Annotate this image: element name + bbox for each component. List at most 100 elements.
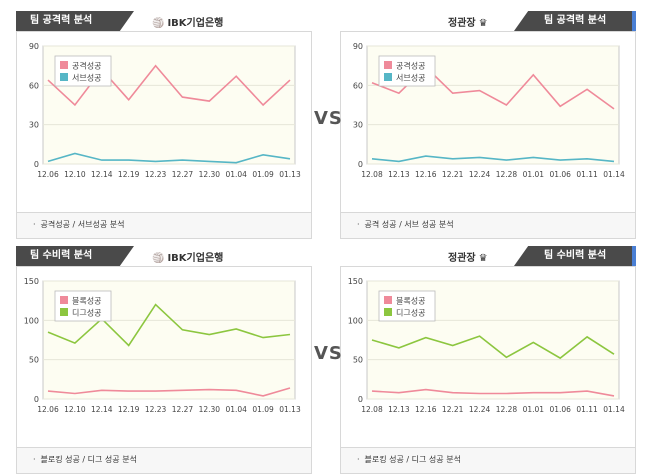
legend-swatch <box>384 61 392 69</box>
series-line <box>47 64 291 107</box>
x-tick-label: 12.14 <box>91 405 113 414</box>
chart-box: 0 30 60 90 12.08 12.13 12.16 12.21 12.24 12.28 01.… <box>340 31 636 213</box>
x-tick-label: 01.11 <box>576 170 598 179</box>
chart-box: 0 30 60 90 12.06 12.10 12.14 12.19 12.23 12.27 12.… <box>16 31 312 213</box>
tab-label: 팀 수비력 분석 <box>514 246 632 266</box>
note-text: 블로킹 성공 / 디그 성공 분석 <box>40 455 137 464</box>
team-name-text: IBK기업은행 <box>167 18 224 29</box>
chart-note: · 공격성공 / 서브성공 분석 <box>16 213 312 239</box>
y-tick-label: 0 <box>358 160 363 169</box>
x-tick-label: 12.21 <box>442 405 464 414</box>
team-logo-icon: 🏐 <box>152 253 165 264</box>
x-tick-label: 12.27 <box>172 405 194 414</box>
x-tick-label: 01.01 <box>523 170 545 179</box>
chart-note: · 블로킹 성공 / 디그 성공 분석 <box>340 448 636 474</box>
y-tick-label: 150 <box>24 277 39 286</box>
x-tick-label: 12.10 <box>64 170 86 179</box>
series-line <box>47 152 291 164</box>
series-line <box>47 303 291 347</box>
x-tick-label: 12.08 <box>361 170 383 179</box>
series-line <box>371 155 615 163</box>
x-tick-label: 01.14 <box>603 405 625 414</box>
x-tick-label: 12.10 <box>64 405 86 414</box>
x-tick-label: 12.23 <box>145 170 167 179</box>
x-tick-label: 01.04 <box>225 405 247 414</box>
x-tick-label: 01.14 <box>603 170 625 179</box>
legend-label: 공격성공 <box>396 61 425 71</box>
x-tick-label: 12.24 <box>469 405 491 414</box>
y-tick-label: 60 <box>353 81 363 90</box>
y-tick-label: 0 <box>34 160 39 169</box>
x-tick-label: 12.24 <box>469 170 491 179</box>
x-tick-label: 12.30 <box>199 170 221 179</box>
series-line <box>371 335 615 360</box>
jkj-defense-panel: 팀 수비력 분석 정관장 ♛ 0 50 100 150 12.08 12.13 12.16 12… <box>340 246 636 474</box>
x-tick-label: 12.16 <box>415 405 437 414</box>
x-tick-label: 12.30 <box>199 405 221 414</box>
x-tick-label: 12.14 <box>91 170 113 179</box>
x-tick-label: 12.13 <box>388 405 410 414</box>
y-tick-label: 100 <box>348 316 363 325</box>
legend-label: 서브성공 <box>72 74 101 83</box>
line-chart: 0 30 60 90 12.08 12.13 12.16 12.21 12.24 12.28 01.… <box>353 42 625 179</box>
x-tick-label: 01.11 <box>576 405 598 414</box>
team-logo-icon: 🏐 <box>152 18 165 29</box>
team-logo-icon: ♛ <box>478 18 488 29</box>
y-tick-label: 150 <box>348 277 363 286</box>
y-tick-label: 90 <box>353 42 363 51</box>
y-tick-label: 100 <box>24 316 39 325</box>
x-tick-label: 01.13 <box>279 405 301 414</box>
ibk-attack-panel: 팀 공격력 분석 🏐 IBK기업은행 0 30 60 90 12.06 12.10 12.14… <box>16 11 312 239</box>
series-line <box>47 387 291 397</box>
note-text: 공격성공 / 서브성공 분석 <box>40 220 125 229</box>
legend-label: 블록성공 <box>72 296 101 306</box>
x-tick-label: 12.23 <box>145 405 167 414</box>
x-tick-label: 01.06 <box>549 405 571 414</box>
series-line <box>371 388 615 397</box>
x-tick-label: 01.04 <box>225 170 247 179</box>
y-tick-label: 60 <box>29 81 39 90</box>
team-name: 🏐 IBK기업은행 <box>152 249 223 264</box>
legend-swatch <box>384 308 392 316</box>
legend-swatch <box>60 296 68 304</box>
team-name-text: 정관장 <box>448 18 476 29</box>
note-text: 공격 성공 / 서브 성공 분석 <box>364 220 454 229</box>
accent-bar <box>632 246 636 266</box>
team-name-text: 정관장 <box>448 253 476 264</box>
x-tick-label: 01.09 <box>252 170 274 179</box>
x-tick-label: 12.19 <box>118 170 140 179</box>
legend-swatch <box>60 61 68 69</box>
x-tick-label: 12.06 <box>37 405 59 414</box>
x-tick-label: 12.13 <box>388 170 410 179</box>
bullet-icon: · <box>357 455 360 464</box>
x-tick-label: 12.08 <box>361 405 383 414</box>
legend-label: 디그성공 <box>72 309 101 318</box>
legend-swatch <box>60 308 68 316</box>
chart-note: · 블로킹 성공 / 디그 성공 분석 <box>16 448 312 474</box>
vs-label-top: VS <box>314 108 343 129</box>
x-tick-label: 12.28 <box>496 405 518 414</box>
line-chart: 0 50 100 150 12.08 12.13 12.16 12.21 12.24 12.28 0… <box>348 277 625 414</box>
x-tick-label: 12.06 <box>37 170 59 179</box>
y-tick-label: 50 <box>353 356 363 365</box>
ibk-defense-panel: 팀 수비력 분석 🏐 IBK기업은행 0 50 100 150 12.06 12.10 12.… <box>16 246 312 474</box>
team-name: 🏐 IBK기업은행 <box>152 14 223 29</box>
chart-box: 0 50 100 150 12.06 12.10 12.14 12.19 12.23 12.27 1… <box>16 266 312 448</box>
x-tick-label: 01.06 <box>549 170 571 179</box>
legend-label: 서브성공 <box>396 74 425 83</box>
accent-bar <box>632 11 636 31</box>
x-tick-label: 01.13 <box>279 170 301 179</box>
x-tick-label: 01.01 <box>523 405 545 414</box>
note-text: 블로킹 성공 / 디그 성공 분석 <box>364 455 461 464</box>
tab-label: 팀 공격력 분석 <box>16 11 134 31</box>
legend-label: 공격성공 <box>72 61 101 71</box>
y-tick-label: 0 <box>358 395 363 404</box>
jkj-attack-panel: 팀 공격력 분석 정관장 ♛ 0 30 60 90 12.08 12.13 12.16 12.2… <box>340 11 636 239</box>
x-tick-label: 12.16 <box>415 170 437 179</box>
bullet-icon: · <box>357 220 360 229</box>
x-tick-label: 12.28 <box>496 170 518 179</box>
team-name: 정관장 ♛ <box>448 14 491 29</box>
x-tick-label: 12.27 <box>172 170 194 179</box>
team-name-text: IBK기업은행 <box>167 253 224 264</box>
chart-note: · 공격 성공 / 서브 성공 분석 <box>340 213 636 239</box>
